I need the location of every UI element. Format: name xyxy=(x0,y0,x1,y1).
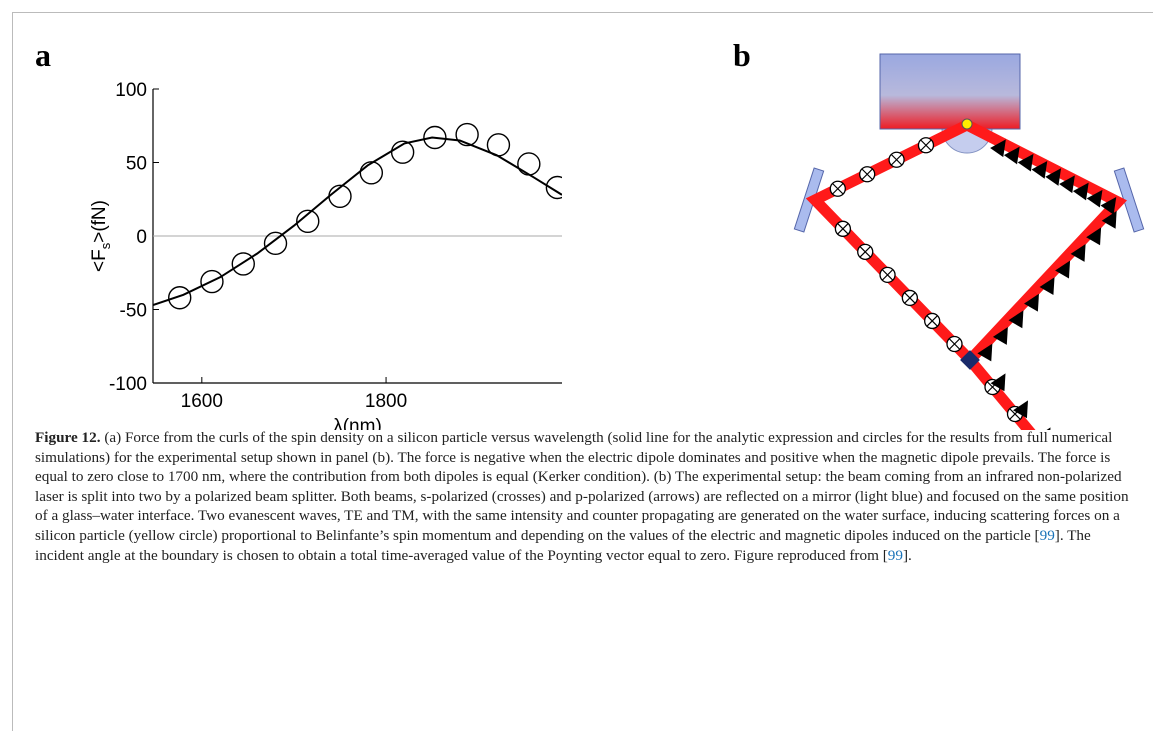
y-axis-label-part: <F xyxy=(89,249,110,272)
beam xyxy=(970,360,1045,430)
y-axis-label: <Fs>(fN) xyxy=(89,200,113,272)
data-point xyxy=(456,124,478,146)
panel-label: b xyxy=(733,37,751,73)
data-point xyxy=(487,134,509,156)
particle xyxy=(962,119,972,129)
reference[interactable]: 99 xyxy=(1040,527,1055,544)
beam xyxy=(815,125,1118,360)
y-tick-label: 50 xyxy=(126,154,147,175)
data-point xyxy=(518,153,540,175)
y-tick-label: -100 xyxy=(109,374,147,395)
reference[interactable]: 99 xyxy=(888,547,903,564)
setup-diagram xyxy=(794,54,1143,430)
panel-label: a xyxy=(35,37,51,73)
caption: Figure 12. (a) Force from the curls of t… xyxy=(35,428,1133,565)
y-tick-label: 0 xyxy=(136,227,147,248)
glass-block xyxy=(880,54,1020,129)
data-point xyxy=(360,162,382,184)
data-point xyxy=(232,253,254,275)
x-tick-label: 1800 xyxy=(365,391,407,412)
caption-label: Figure 12. xyxy=(35,429,101,446)
y-tick-label: 100 xyxy=(115,80,147,101)
x-tick-label: 1600 xyxy=(181,391,223,412)
page: a b -100-5005010016001800λ(nm)<Fs>(fN) F… xyxy=(0,0,1153,731)
curve xyxy=(153,138,562,306)
caption-text: (a) Force from the curls of the spin den… xyxy=(35,429,1129,544)
caption-text: ]. xyxy=(903,547,912,564)
y-axis-label-part: >(fN) xyxy=(89,200,110,243)
y-tick-label: -50 xyxy=(120,301,147,322)
